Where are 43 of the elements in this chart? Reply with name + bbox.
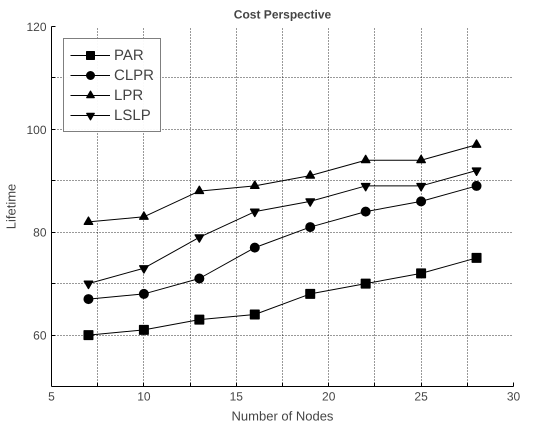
point bbox=[138, 324, 149, 335]
point bbox=[250, 310, 260, 320]
point bbox=[194, 274, 204, 284]
y-tick-label: 60 bbox=[33, 328, 47, 343]
x-tick-label: 30 bbox=[506, 390, 520, 404]
point bbox=[194, 185, 204, 194]
x-tick-label: 10 bbox=[137, 390, 151, 404]
point bbox=[472, 252, 482, 263]
point bbox=[138, 265, 149, 274]
point bbox=[250, 242, 260, 253]
point bbox=[416, 268, 426, 278]
x-axis-title: Number of Nodes bbox=[232, 408, 334, 424]
y-tick-label: 80 bbox=[33, 226, 47, 240]
point bbox=[360, 278, 371, 289]
point bbox=[305, 222, 316, 232]
chart-title: Cost Perspective bbox=[234, 8, 332, 22]
legend-label: CLPR bbox=[114, 66, 154, 84]
x-tick-label: 15 bbox=[230, 390, 244, 404]
point bbox=[138, 288, 149, 299]
y-axis-title: Lifetime bbox=[3, 184, 18, 230]
point bbox=[250, 180, 260, 190]
point bbox=[305, 288, 316, 299]
point bbox=[360, 154, 371, 164]
point bbox=[83, 330, 94, 340]
legend-label: LSLP bbox=[114, 106, 151, 124]
point bbox=[472, 139, 482, 148]
point bbox=[83, 216, 94, 226]
point bbox=[83, 294, 94, 304]
y-tick-label: 120 bbox=[26, 20, 47, 34]
legend-label: PAR bbox=[114, 46, 144, 64]
point bbox=[360, 206, 371, 217]
y-tick-label: 100 bbox=[26, 122, 47, 137]
point bbox=[472, 180, 482, 191]
x-tick-label: 25 bbox=[414, 390, 428, 404]
point bbox=[83, 280, 94, 290]
point bbox=[305, 170, 316, 179]
x-tick-label: 5 bbox=[48, 390, 56, 404]
x-tick-label: 20 bbox=[322, 390, 336, 404]
point bbox=[416, 154, 426, 164]
point bbox=[138, 211, 149, 220]
point bbox=[416, 196, 426, 206]
legend-label: LPR bbox=[114, 86, 144, 104]
point bbox=[194, 314, 204, 325]
